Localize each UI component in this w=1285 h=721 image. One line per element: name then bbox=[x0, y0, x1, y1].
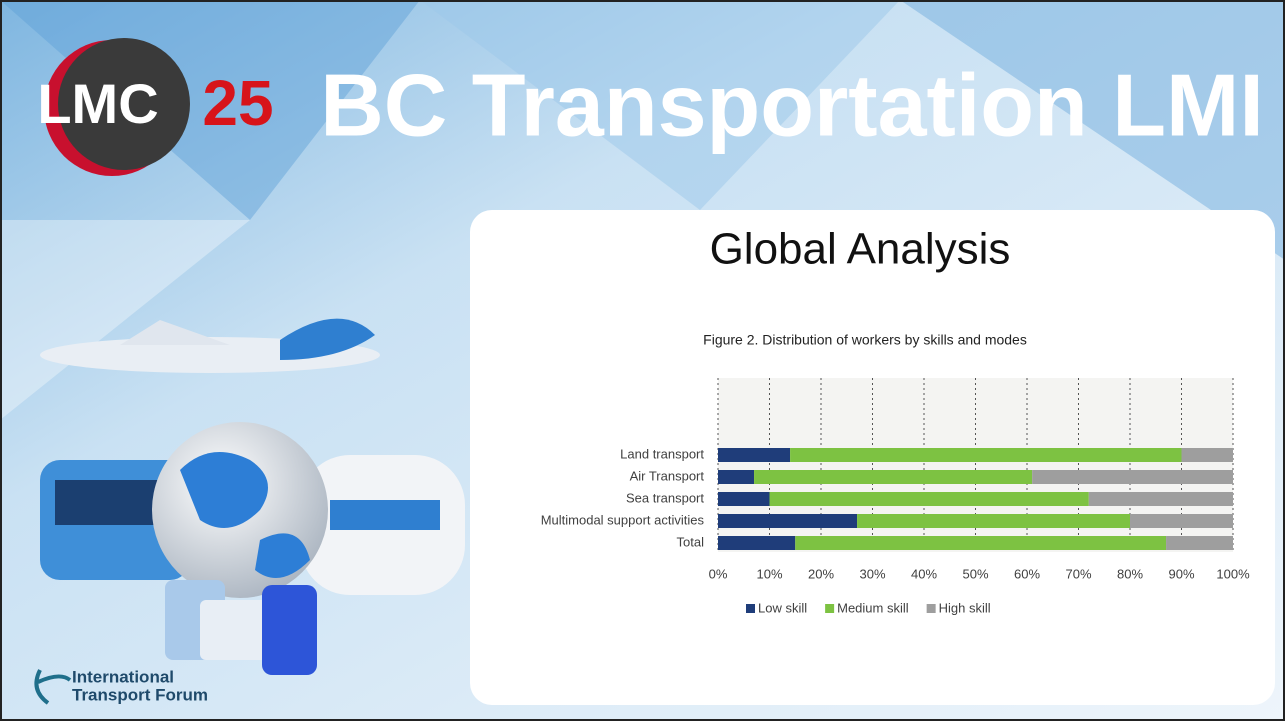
bar-segment bbox=[1088, 492, 1233, 506]
footer-logo: International Transport Forum bbox=[34, 667, 208, 705]
x-tick-label: 70% bbox=[1065, 566, 1091, 581]
bar-segment bbox=[857, 514, 1130, 528]
bg-shape bbox=[900, 0, 1285, 260]
legend-swatch bbox=[746, 604, 755, 613]
bar-segment bbox=[769, 492, 1089, 506]
slide-title: BC Transportation LMI bbox=[320, 55, 1264, 154]
x-tick-label: 10% bbox=[756, 566, 782, 581]
bar-segment bbox=[754, 470, 1033, 484]
section-title: Global Analysis bbox=[710, 225, 1011, 274]
bar-segment bbox=[1032, 470, 1233, 484]
bar-segment bbox=[795, 536, 1167, 550]
x-tick-label: 40% bbox=[911, 566, 937, 581]
bar-segment bbox=[718, 536, 796, 550]
legend-label: High skill bbox=[939, 600, 991, 615]
footer-logo-line: International bbox=[72, 667, 174, 686]
y-tick-label: Multimodal support activities bbox=[541, 512, 705, 527]
x-tick-label: 90% bbox=[1168, 566, 1194, 581]
legend-label: Low skill bbox=[758, 600, 807, 615]
legend-swatch bbox=[825, 604, 835, 613]
logo-number: 25 bbox=[202, 67, 273, 139]
chart: 0% 10% 20% 30% 40% 50% 60% 70% 80% 90% 100% Land tr… bbox=[541, 378, 1250, 615]
bar-segment bbox=[1130, 514, 1233, 528]
bar-segment bbox=[718, 470, 755, 484]
illustration bbox=[40, 318, 465, 675]
bar-segment bbox=[718, 492, 770, 506]
footer-logo-line: Transport Forum bbox=[72, 685, 208, 704]
bar-segment bbox=[1181, 448, 1233, 462]
y-tick-label: Total bbox=[677, 534, 705, 549]
y-tick-label: Sea transport bbox=[626, 490, 704, 505]
x-tick-label: 100% bbox=[1216, 566, 1250, 581]
x-tick-label: 0% bbox=[709, 566, 728, 581]
chart-title: Figure 2. Distribution of workers by ski… bbox=[703, 332, 1027, 348]
bar-segment bbox=[790, 448, 1182, 462]
legend-swatch bbox=[926, 604, 936, 613]
x-tick-label: 60% bbox=[1014, 566, 1040, 581]
x-tick-label: 50% bbox=[962, 566, 988, 581]
x-tick-label: 30% bbox=[859, 566, 885, 581]
x-tick-label: 80% bbox=[1117, 566, 1143, 581]
bar-segment bbox=[718, 448, 791, 462]
bg-shape bbox=[0, 220, 250, 420]
bar-segment bbox=[718, 514, 858, 528]
logo-text: LMC bbox=[37, 72, 158, 135]
y-tick-label: Land transport bbox=[620, 446, 704, 461]
bg-shape bbox=[420, 0, 900, 210]
logo: LMC 25 bbox=[37, 38, 274, 176]
y-tick-label: Air Transport bbox=[630, 468, 705, 483]
legend-label: Medium skill bbox=[837, 600, 909, 615]
x-tick-label: 20% bbox=[808, 566, 834, 581]
bar-segment bbox=[1166, 536, 1233, 550]
